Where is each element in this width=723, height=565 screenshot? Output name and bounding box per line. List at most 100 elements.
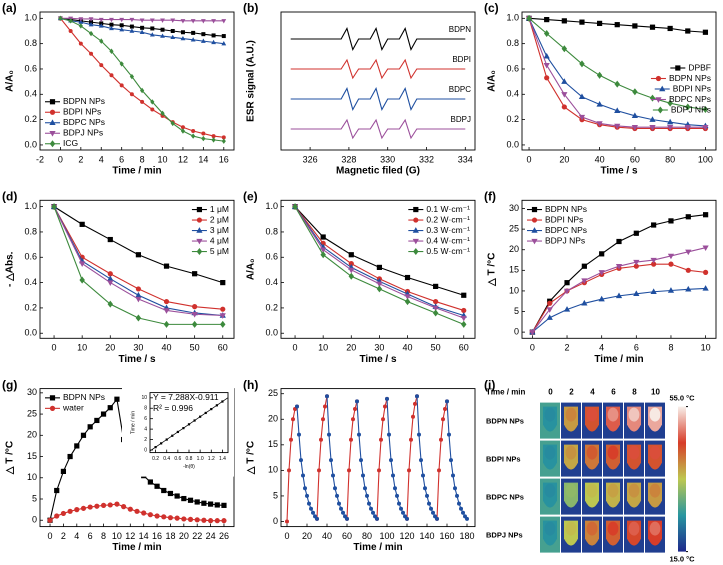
y-tick-label: 0.2 [506, 114, 519, 124]
x-tick-label: 40 [162, 343, 172, 353]
marker [187, 516, 194, 522]
marker [221, 518, 227, 524]
y-tick-label: 1.0 [506, 13, 519, 23]
marker [107, 275, 114, 282]
legend-marker [49, 131, 56, 137]
x-tick-label: 60 [630, 154, 640, 164]
marker [684, 125, 691, 131]
column-label: 0 [548, 388, 553, 397]
marker [578, 93, 586, 100]
marker [192, 304, 198, 310]
x-tick-label: 0.8 [186, 456, 193, 462]
legend-label: BDPJ NPs [671, 104, 711, 114]
marker [348, 272, 355, 280]
marker [543, 52, 550, 59]
marker [685, 214, 691, 220]
marker [311, 510, 315, 515]
tube-hotspot [586, 445, 598, 460]
marker [129, 28, 135, 33]
marker [74, 507, 80, 513]
legend-label: BDPI NPs [673, 83, 711, 93]
marker [305, 493, 309, 498]
marker [170, 120, 175, 127]
marker [211, 33, 216, 38]
tube-hotspot [586, 407, 598, 422]
marker [561, 78, 568, 84]
marker [457, 501, 461, 506]
y-tick-label: 10 [27, 472, 37, 482]
marker [339, 506, 343, 511]
marker [88, 22, 94, 27]
marker [429, 506, 433, 511]
marker [135, 296, 142, 303]
marker [399, 506, 403, 511]
y-tick-label: 0.0 [265, 328, 278, 338]
y-tick-label: 2 [144, 437, 147, 443]
marker [439, 437, 443, 442]
marker [347, 468, 351, 473]
marker [160, 27, 165, 32]
plot-frame [280, 11, 476, 151]
marker [114, 501, 120, 507]
x-tick-label: 10 [112, 531, 122, 541]
panel-label: (c) [484, 1, 499, 15]
y-tick-label: 0 [273, 516, 278, 526]
legend-marker [196, 248, 203, 256]
marker [119, 83, 124, 88]
marker [561, 45, 568, 53]
x-tick-label: 0.4 [163, 456, 170, 462]
x-tick-label: 160 [439, 531, 454, 541]
column-label: 4 [590, 388, 595, 397]
marker [181, 516, 187, 522]
marker [67, 508, 73, 514]
x-tick-label: 18 [165, 531, 175, 541]
marker [140, 87, 145, 94]
x-tick-label: 20 [105, 343, 115, 353]
marker [187, 497, 194, 503]
marker [404, 274, 411, 281]
x-tick-label: 10 [77, 343, 87, 353]
tube-hotspot [586, 483, 598, 498]
y-tick-label: 0.6 [24, 63, 37, 73]
y-tick-label: 5 [32, 493, 37, 503]
marker [348, 252, 354, 258]
marker [109, 17, 114, 23]
x-tick-label: -2 [36, 154, 44, 164]
marker [379, 437, 383, 442]
y-tick-label: 0.8 [24, 38, 37, 48]
x-axis-label: Magnetic filed (G) [336, 166, 420, 177]
marker [564, 280, 570, 286]
y-tick-label: 0.0 [506, 139, 519, 149]
marker [561, 92, 568, 98]
inset-point [187, 423, 191, 426]
marker [163, 298, 170, 305]
legend-label: 0.5 W·cm⁻¹ [426, 246, 470, 256]
panel-label: (d) [2, 189, 17, 203]
x-tick-label: 0 [284, 531, 289, 541]
marker [667, 253, 675, 260]
marker [315, 516, 319, 521]
tube-hotspot [565, 445, 577, 460]
y-axis-label: ESR signal (A.U.) [246, 40, 257, 122]
marker [377, 468, 381, 473]
panel-label: (h) [243, 378, 258, 392]
x-tick-label: 10 [701, 343, 711, 353]
marker [109, 73, 114, 78]
marker [60, 510, 67, 517]
marker [461, 320, 467, 328]
legend-marker [531, 217, 538, 223]
marker [129, 92, 134, 97]
x-tick-label: 8 [668, 343, 673, 353]
marker [702, 105, 709, 113]
inset-point [171, 434, 174, 437]
series-line [296, 396, 468, 520]
marker [323, 404, 327, 409]
x-tick-label: 0 [293, 343, 298, 353]
marker [109, 25, 114, 31]
marker [614, 22, 620, 28]
legend-label: 0.3 W·cm⁻¹ [426, 225, 470, 235]
legend-marker [659, 85, 666, 92]
x-tick-label: 4 [99, 154, 104, 164]
inset-point [204, 411, 207, 415]
